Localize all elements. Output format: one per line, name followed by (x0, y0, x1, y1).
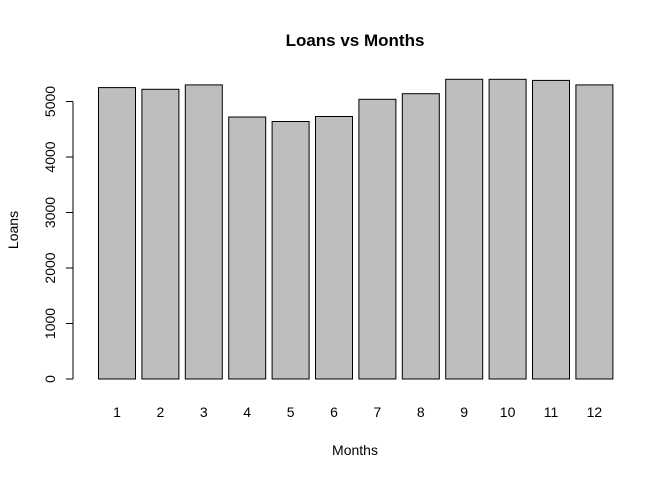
x-tick-label: 7 (374, 404, 382, 420)
y-tick-label: 3000 (42, 197, 58, 228)
chart-title: Loans vs Months (286, 31, 425, 50)
y-tick-label: 2000 (42, 252, 58, 283)
x-axis-label: Months (332, 442, 378, 458)
x-tick-label: 12 (587, 404, 603, 420)
x-tick-label: 6 (330, 404, 338, 420)
bars-group (98, 78, 614, 380)
bar-month-9 (445, 78, 484, 380)
bar-month-4 (228, 116, 267, 380)
x-tick-label: 10 (500, 404, 516, 420)
bar-month-5 (271, 121, 310, 380)
y-tick-label: 0 (42, 375, 58, 383)
x-tick-label: 2 (157, 404, 165, 420)
y-axis: 0 1000 2000 3000 4000 5000 (42, 86, 74, 383)
x-tick-label: 1 (113, 404, 121, 420)
x-tick-label: 5 (287, 404, 295, 420)
bar-month-2 (141, 88, 180, 380)
x-tick-label: 8 (417, 404, 425, 420)
x-tick-label: 4 (243, 404, 251, 420)
x-tick-labels-group: 1 2 3 4 5 6 7 8 9 10 11 12 (113, 404, 602, 420)
bar-month-10 (488, 78, 527, 380)
bar-month-1 (98, 87, 136, 380)
bar-month-8 (401, 93, 440, 380)
bar-month-6 (315, 116, 353, 380)
y-tick-label: 5000 (42, 86, 58, 117)
x-tick-label: 9 (460, 404, 468, 420)
bar-month-11 (532, 79, 570, 380)
bar-month-7 (358, 98, 397, 380)
y-axis-label: Loans (5, 211, 21, 249)
x-tick-label: 11 (544, 404, 559, 420)
y-tick-label: 1000 (42, 308, 58, 339)
bar-month-12 (575, 84, 614, 380)
y-tick-label: 4000 (42, 141, 58, 172)
x-tick-label: 3 (200, 404, 208, 420)
bar-month-3 (184, 84, 223, 380)
